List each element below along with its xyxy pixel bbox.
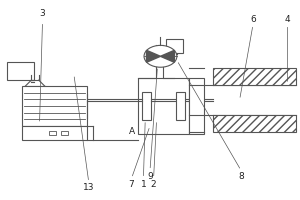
Text: 1: 1 — [141, 180, 146, 189]
Circle shape — [144, 45, 177, 67]
Bar — [22, 126, 87, 140]
Text: 2: 2 — [151, 180, 156, 189]
Polygon shape — [160, 50, 174, 62]
Bar — [49, 131, 56, 135]
Text: 3: 3 — [40, 9, 45, 18]
Bar — [7, 62, 34, 80]
Bar — [138, 78, 189, 134]
Text: 8: 8 — [238, 172, 244, 181]
Text: 6: 6 — [250, 15, 256, 24]
Text: 13: 13 — [83, 183, 94, 192]
Polygon shape — [146, 50, 161, 62]
Text: 4: 4 — [284, 15, 290, 24]
Bar — [189, 78, 204, 134]
Bar — [142, 92, 151, 120]
Bar — [213, 115, 296, 132]
Text: 9: 9 — [147, 172, 153, 181]
Text: A: A — [129, 127, 135, 136]
Bar — [213, 68, 296, 85]
Bar — [176, 92, 185, 120]
Bar — [22, 86, 87, 126]
Bar — [167, 39, 183, 53]
Text: 7: 7 — [129, 180, 134, 189]
Bar — [61, 131, 68, 135]
